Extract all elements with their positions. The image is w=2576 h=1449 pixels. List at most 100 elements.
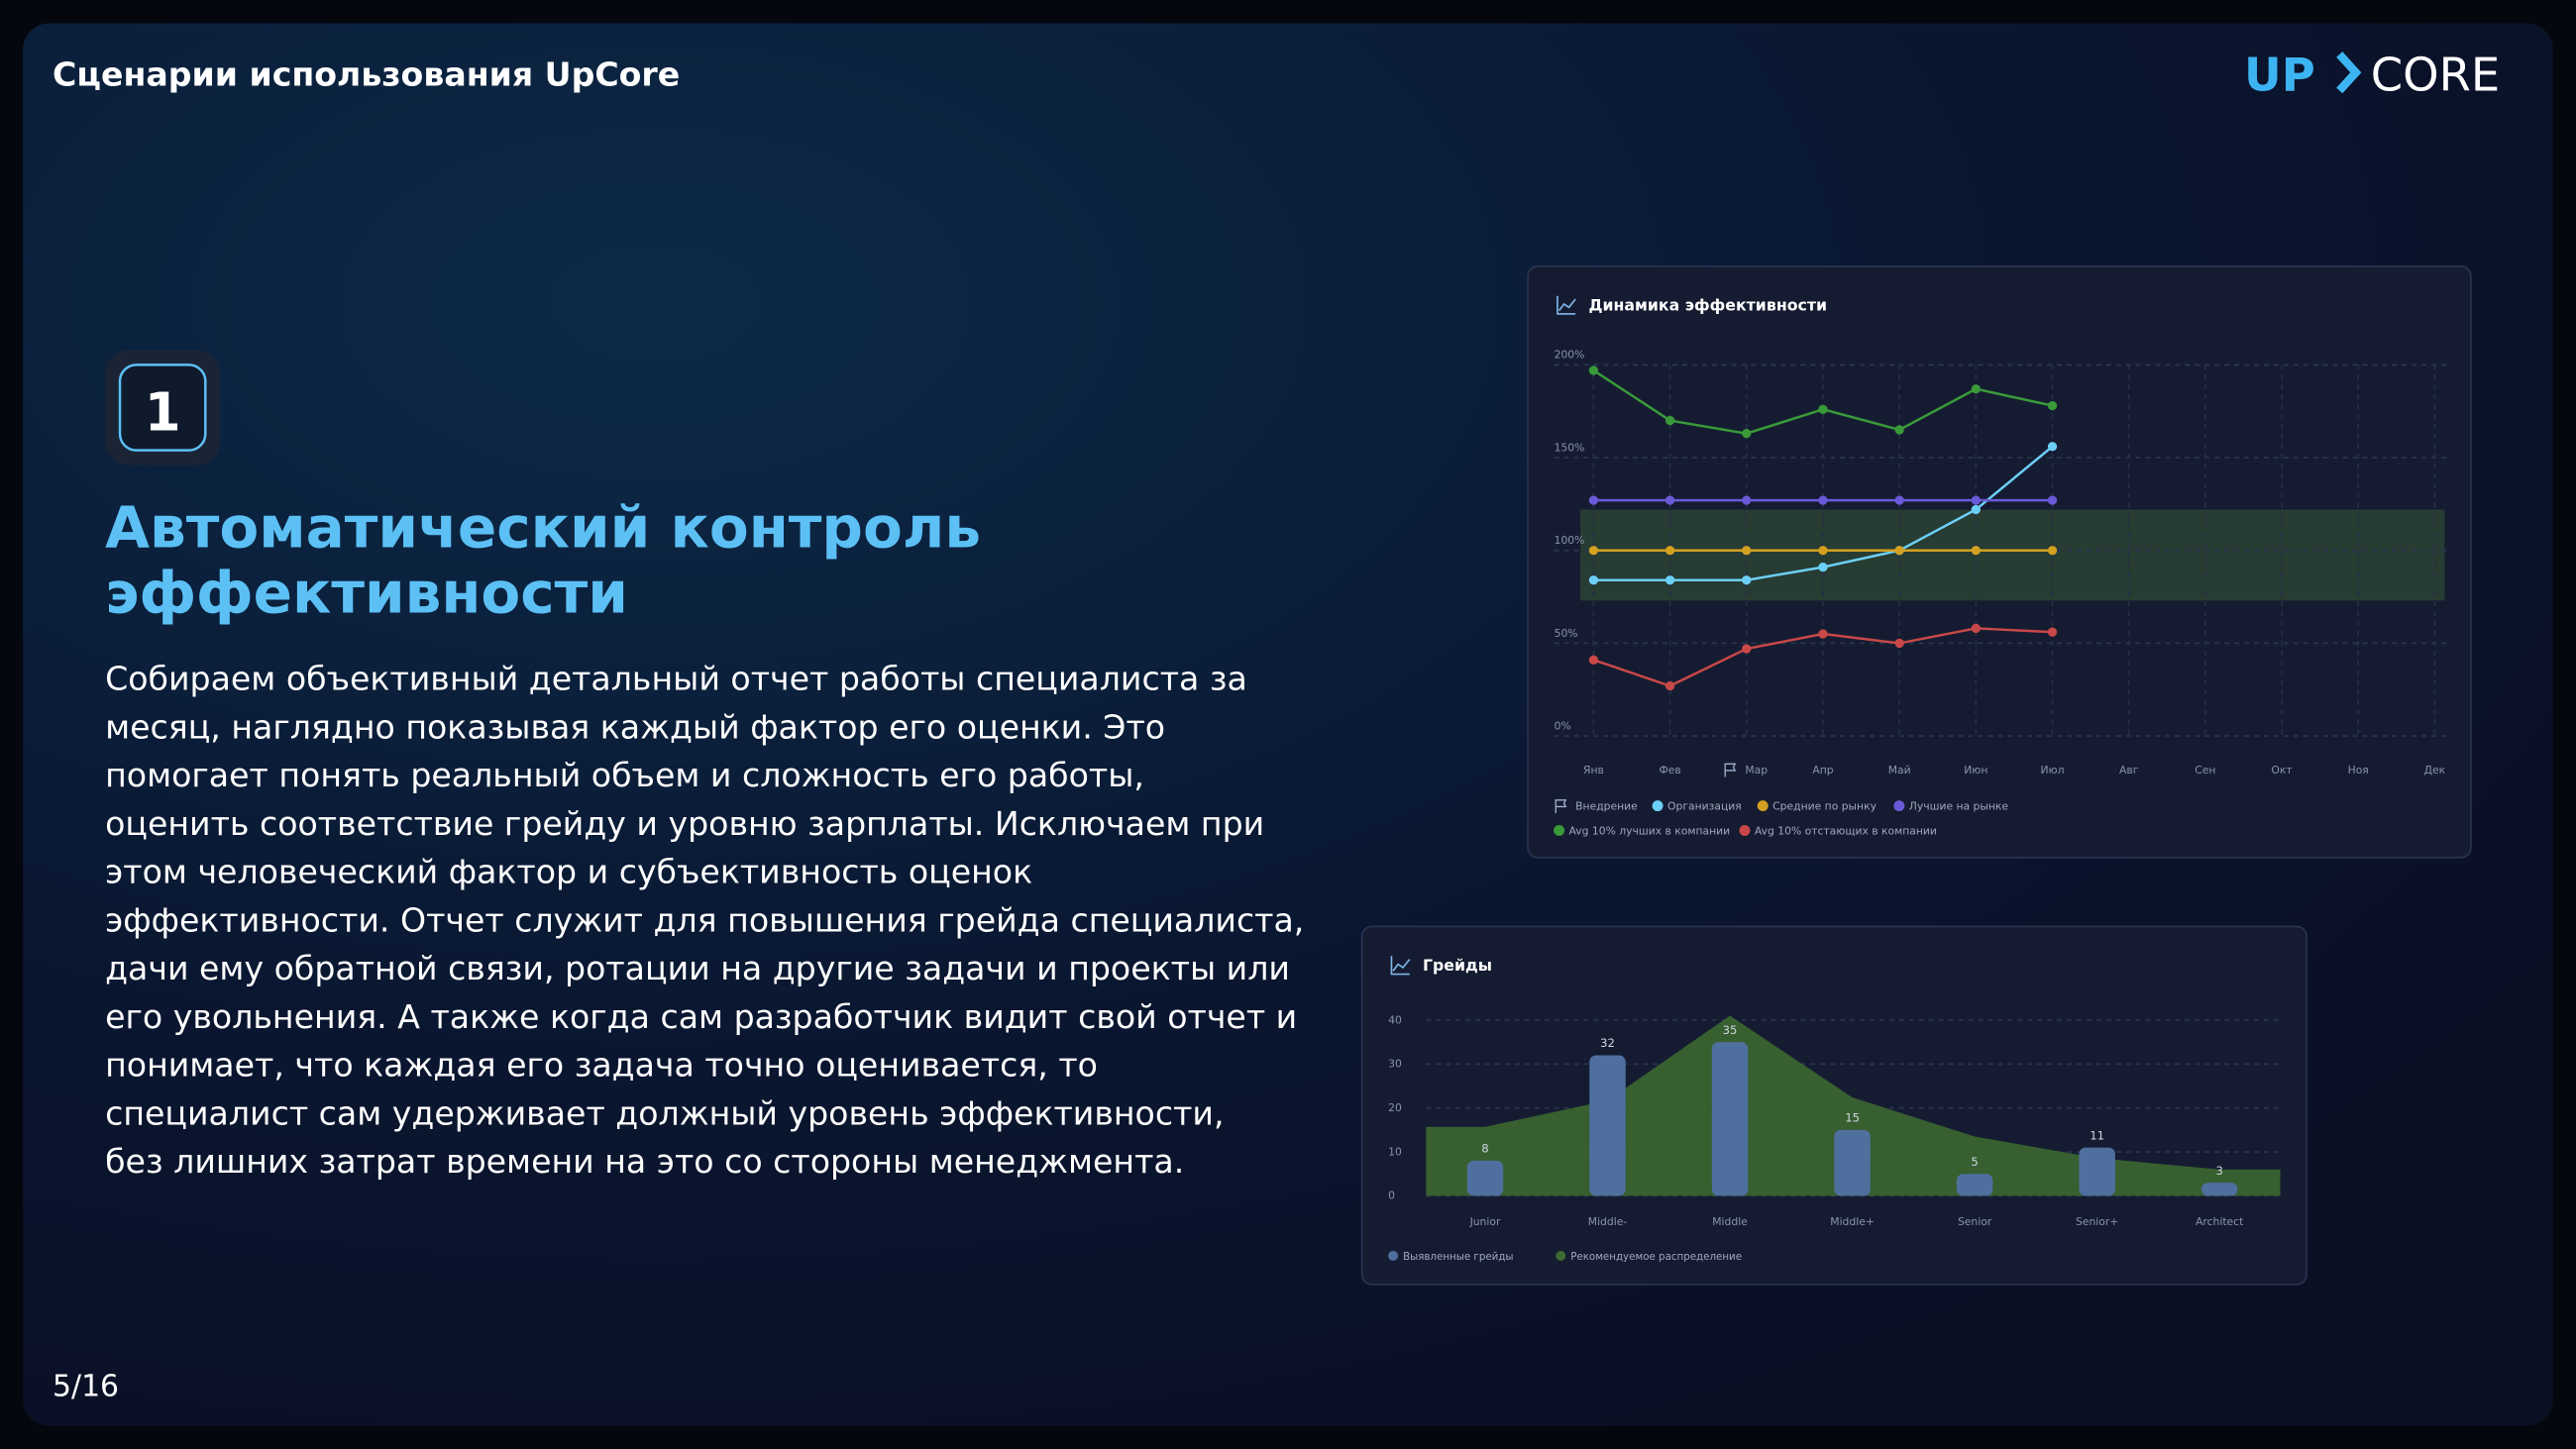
point xyxy=(2047,546,2058,556)
body-line: этом человеческий фактор и субъективност… xyxy=(105,853,1032,891)
badge-number: 1 xyxy=(145,382,181,444)
value-label: 3 xyxy=(2215,1164,2222,1178)
legend-label: Средние по рынку xyxy=(1772,800,1877,813)
x-tick-label: Дек xyxy=(2424,764,2446,776)
x-tick-label: Senior xyxy=(1958,1215,1992,1228)
legend-swatch xyxy=(1757,800,1769,812)
bar xyxy=(1711,1042,1749,1196)
body-line: эффективности. Отчет служит для повышени… xyxy=(105,900,1304,939)
header-title: Сценарии использования UpCore xyxy=(53,54,680,93)
point xyxy=(2047,442,2058,452)
point xyxy=(1664,495,1675,505)
body-line: его увольнения. А также когда сам разраб… xyxy=(105,997,1297,1036)
legend-swatch xyxy=(1739,824,1751,836)
bar xyxy=(1956,1174,1993,1196)
point xyxy=(1742,644,1752,654)
value-label: 8 xyxy=(1481,1142,1488,1156)
point xyxy=(1664,546,1675,556)
point xyxy=(1742,429,1752,439)
point xyxy=(1971,504,1981,515)
legend-label: Выявленные грейды xyxy=(1403,1251,1513,1263)
legend-swatch xyxy=(1893,800,1905,812)
point xyxy=(1818,562,1828,572)
x-tick-label: Май xyxy=(1888,764,1911,776)
x-tick-label: Апр xyxy=(1812,764,1833,776)
x-tick-label: Сен xyxy=(2195,764,2215,776)
legend-label: Организация xyxy=(1667,800,1742,813)
x-tick-label: Middle- xyxy=(1588,1215,1628,1228)
point xyxy=(2047,627,2058,637)
point xyxy=(1588,546,1599,556)
value-label: 15 xyxy=(1845,1111,1860,1125)
legend-label: Рекомендуемое распределение xyxy=(1570,1251,1742,1263)
flag-icon xyxy=(1555,799,1567,814)
point xyxy=(1971,623,1981,634)
legend-label: Внедрение xyxy=(1575,800,1638,813)
y-tick-label: 40 xyxy=(1388,1013,1402,1026)
y-tick-label: 10 xyxy=(1388,1145,1402,1158)
point xyxy=(1588,575,1599,585)
badge-inner xyxy=(118,363,207,452)
bar xyxy=(1834,1129,1871,1196)
point xyxy=(1742,575,1752,585)
bar xyxy=(1589,1055,1626,1196)
chart-title: Грейды xyxy=(1423,956,1492,975)
body-line: понимает, что каждая его задача точно оц… xyxy=(105,1046,1098,1085)
point xyxy=(1971,384,1981,394)
legend-swatch xyxy=(1388,1250,1399,1261)
x-tick-label: Middle+ xyxy=(1830,1215,1875,1228)
point xyxy=(1818,404,1828,414)
point xyxy=(1742,495,1752,505)
x-tick-label: Senior+ xyxy=(2076,1215,2118,1228)
legend-label: Лучшие на рынке xyxy=(1909,800,2009,813)
legend-swatch xyxy=(1652,800,1664,812)
legend-label: Avg 10% лучших в компании xyxy=(1569,825,1731,838)
legend-swatch xyxy=(1554,824,1565,836)
area xyxy=(1426,1015,2281,1196)
x-tick-label: Авг xyxy=(2119,764,2139,776)
y-tick-label: 50% xyxy=(1555,627,1578,640)
page-number: 5/16 xyxy=(53,1370,119,1404)
y-tick-label: 0% xyxy=(1555,719,1571,732)
point xyxy=(1588,495,1599,505)
x-tick-label: Июн xyxy=(1964,764,1987,776)
x-tick-label: Architect xyxy=(2196,1215,2243,1228)
legend-swatch xyxy=(1556,1250,1566,1261)
x-tick-label: Окт xyxy=(2271,764,2292,776)
body-line: оценить соответствие грейду и уровню зар… xyxy=(105,804,1264,843)
point xyxy=(1971,495,1981,505)
point xyxy=(1818,629,1828,639)
body-line: специалист сам удерживает должный уровен… xyxy=(105,1093,1224,1132)
y-tick-label: 200% xyxy=(1555,349,1585,362)
y-tick-label: 30 xyxy=(1388,1058,1402,1071)
body-line: дачи ему обратной связи, ротации на друг… xyxy=(105,949,1290,987)
heading: Автоматический контроль xyxy=(105,493,981,561)
y-tick-label: 20 xyxy=(1388,1101,1402,1114)
body-line: помогает понять реальный объем и сложнос… xyxy=(105,756,1144,794)
y-tick-label: 150% xyxy=(1555,441,1585,454)
body-line: Собираем объективный детальный отчет раб… xyxy=(105,660,1247,698)
y-tick-label: 100% xyxy=(1555,534,1585,547)
body-line: без лишних затрат времени на это со стор… xyxy=(105,1142,1184,1181)
body-line: месяц, наглядно показывая каждый фактор … xyxy=(105,707,1165,746)
x-tick-label: Янв xyxy=(1583,764,1604,776)
point xyxy=(1818,495,1828,505)
point xyxy=(2047,495,2058,505)
point xyxy=(1971,546,1981,556)
point xyxy=(1894,638,1904,649)
point xyxy=(1818,546,1828,556)
y-tick-label: 0 xyxy=(1388,1190,1395,1202)
chart-icon xyxy=(1390,956,1411,976)
point xyxy=(1742,546,1752,556)
flag-icon xyxy=(1724,763,1737,777)
x-tick-label: Middle xyxy=(1712,1215,1748,1228)
x-tick-label: Июл xyxy=(2040,764,2064,776)
legend-label: Avg 10% отстающих в компании xyxy=(1755,825,1937,838)
value-label: 35 xyxy=(1723,1023,1738,1037)
target-band xyxy=(1580,509,2445,601)
chart-icon xyxy=(1556,295,1576,315)
logo-chevron xyxy=(2336,52,2362,94)
point xyxy=(1894,425,1904,435)
point xyxy=(1588,655,1599,665)
